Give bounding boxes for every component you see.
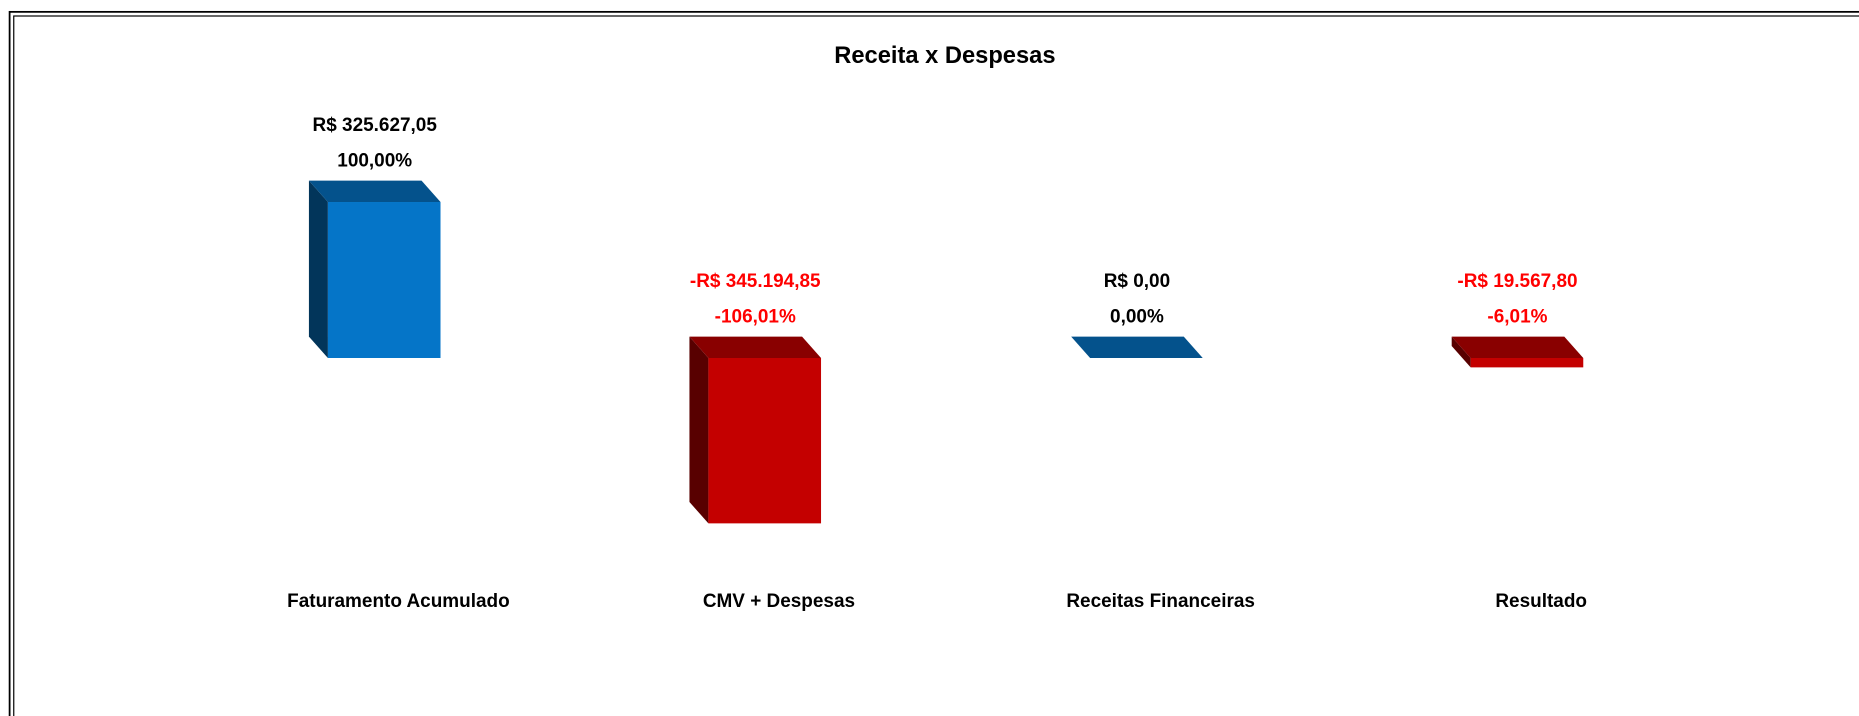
share-label: 0,00%	[1110, 307, 1164, 328]
value-label: -R$ 19.567,80	[1457, 271, 1577, 292]
value-label: R$ 325.627,05	[313, 115, 438, 136]
value-label: R$ 0,00	[1104, 271, 1170, 292]
share-label: -106,01%	[715, 307, 796, 328]
bar-side	[689, 336, 709, 524]
value-label: -R$ 345.194,85	[690, 271, 821, 292]
share-label: 100,00%	[337, 151, 412, 172]
bar	[708, 358, 822, 524]
bar-top	[1451, 336, 1584, 358]
bar-top	[689, 336, 822, 358]
bar-side	[308, 180, 328, 358]
frame-inner	[13, 15, 1859, 716]
bar-top	[1071, 336, 1203, 358]
x-tick-label: CMV + Despesas	[703, 591, 855, 612]
x-tick-label: Receitas Financeiras	[1066, 591, 1255, 612]
x-tick-label: Faturamento Acumulado	[287, 591, 510, 612]
bar-top	[308, 180, 441, 203]
bar-side	[1451, 336, 1471, 368]
x-tick-label: Resultado	[1495, 591, 1587, 612]
chart-title: Receita x Despesas	[834, 43, 1055, 69]
bar	[327, 202, 441, 358]
bar	[1470, 358, 1584, 368]
share-label: -6,01%	[1487, 307, 1547, 328]
